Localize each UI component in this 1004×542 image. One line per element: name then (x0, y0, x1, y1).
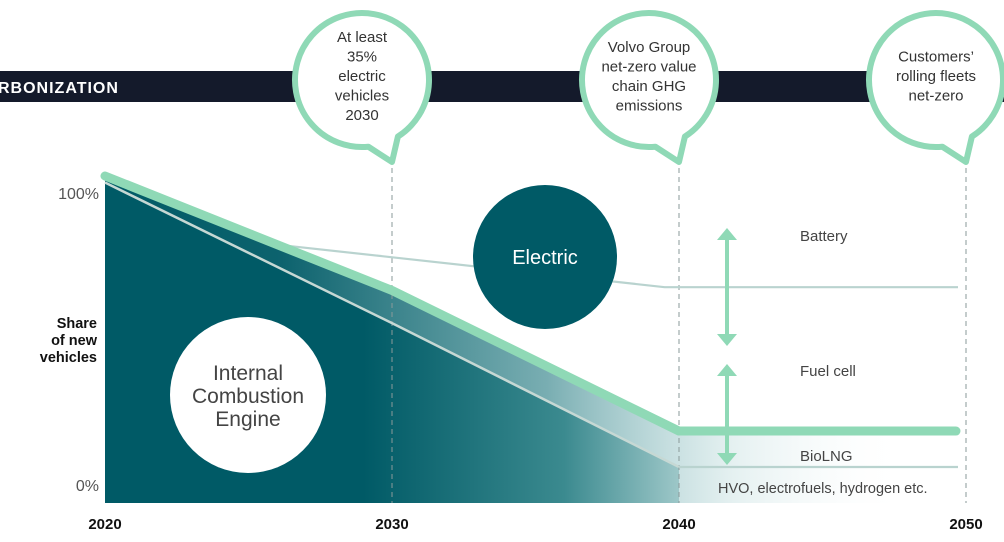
ice-label-circle (170, 317, 326, 473)
ice-label-line-2: Combustion (192, 385, 304, 408)
x-tick-2020: 2020 (88, 516, 121, 533)
segment-label-biolng: BioLNG (800, 448, 853, 465)
x-tick-2050: 2050 (949, 516, 982, 533)
callout-line: rolling fleets (896, 68, 976, 85)
x-tick-2040: 2040 (662, 516, 695, 533)
callouts: At least 35% electric vehicles 2030 Volvo Gro… (292, 10, 1004, 165)
y-label-line-3: vehicles (40, 350, 97, 366)
callout-line: net-zero value (601, 58, 696, 75)
segment-label-hvo: HVO, electrofuels, hydrogen etc. (718, 481, 928, 497)
ice-label-line-3: Engine (215, 408, 280, 431)
callout-bubble (579, 10, 719, 165)
electric-series-line (100, 171, 961, 436)
callout-line: Customers’ (898, 49, 974, 66)
fuelcell-biolng-arrow (717, 364, 737, 465)
y-tick-100: 100% (58, 186, 99, 203)
year-marker-lines (391, 150, 967, 503)
callout-line: At least (337, 29, 388, 46)
callout-bubble (866, 10, 1004, 165)
callout-2040: Volvo Group net-zero value chain GHG emissi… (579, 10, 719, 165)
segment-label-fuel-cell: Fuel cell (800, 363, 856, 380)
callout-line: 2030 (345, 107, 378, 124)
header-band (0, 71, 1004, 102)
y-label-line-2: of new (51, 333, 98, 349)
segment-label-battery: Battery (800, 228, 848, 245)
callout-line: chain GHG (612, 78, 686, 95)
x-tick-2030: 2030 (375, 516, 408, 533)
battery-fuelcell-arrow (717, 228, 737, 346)
electric-label-circle (473, 185, 617, 329)
header-title: RBONIZATION (0, 80, 119, 97)
ice-label-line-1: Internal (213, 362, 283, 385)
y-label-line-1: Share (57, 316, 97, 332)
callout-line: electric (338, 68, 386, 85)
ice-series-line (104, 181, 680, 469)
callout-line: net-zero (908, 88, 963, 105)
callout-line: Volvo Group (608, 39, 691, 56)
callout-line: 35% (347, 49, 377, 66)
callout-line: emissions (616, 97, 683, 114)
y-tick-0: 0% (76, 478, 99, 495)
callout-2030: At least 35% electric vehicles 2030 (292, 10, 432, 165)
electric-label: Electric (512, 247, 578, 269)
callout-line: vehicles (335, 88, 389, 105)
callout-bubble (292, 10, 432, 165)
callout-2050: Customers’ rolling fleets net-zero (866, 10, 1004, 165)
x-axis-ticks: 2020 2030 2040 2050 (88, 516, 982, 533)
